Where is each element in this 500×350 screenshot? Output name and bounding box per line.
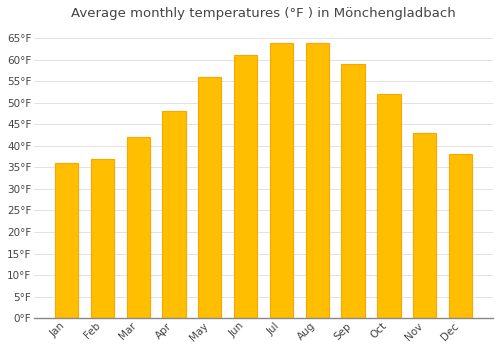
Title: Average monthly temperatures (°F ) in Mönchengladbach: Average monthly temperatures (°F ) in Mö… — [71, 7, 456, 20]
Bar — [91, 159, 114, 318]
Bar — [55, 163, 78, 318]
Bar — [162, 111, 186, 318]
Bar — [306, 42, 329, 318]
Bar — [413, 133, 436, 318]
Bar — [234, 55, 258, 318]
Bar — [126, 137, 150, 318]
Bar — [378, 94, 400, 318]
Bar — [449, 154, 472, 318]
Bar — [198, 77, 222, 318]
Bar — [342, 64, 365, 318]
Bar — [270, 42, 293, 318]
